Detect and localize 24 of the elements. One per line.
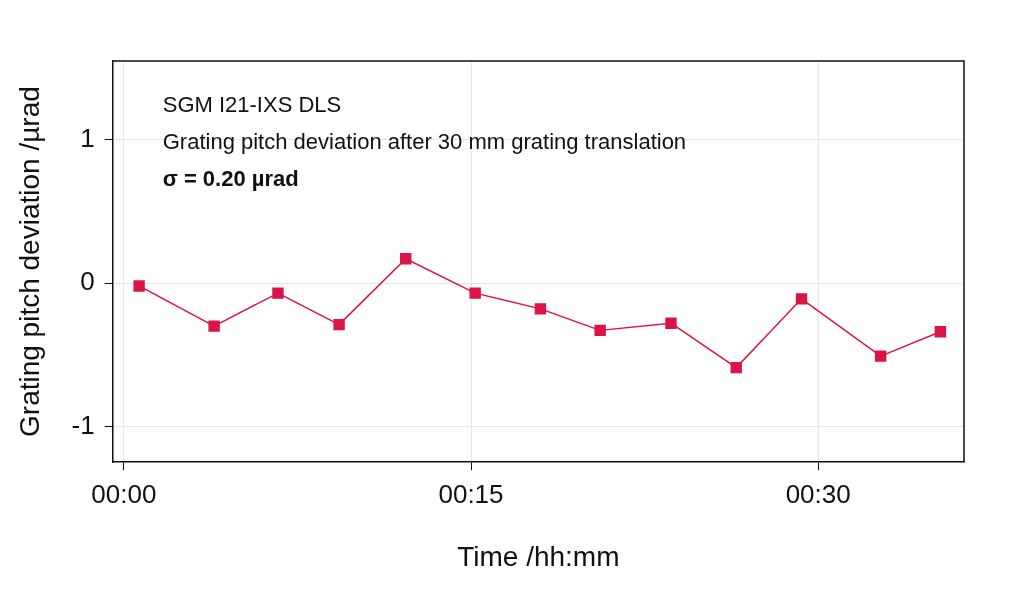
point <box>874 350 887 362</box>
point <box>730 361 742 374</box>
point <box>934 326 947 338</box>
y-tick-label: 0 <box>80 266 95 297</box>
point <box>534 303 547 315</box>
x-axis-title: Time /hh:mm <box>457 540 620 572</box>
point <box>469 287 481 299</box>
y-tick-label: -1 <box>71 409 95 440</box>
x-tick-label: 00:30 <box>785 478 851 509</box>
point <box>795 293 808 305</box>
point <box>594 324 606 337</box>
point <box>272 287 284 299</box>
point <box>208 320 220 332</box>
x-tick-label: 00:00 <box>91 478 157 509</box>
annotation: σ = 0.20 µrad <box>162 166 299 192</box>
y-tick-label: 1 <box>80 122 95 153</box>
point <box>400 253 412 265</box>
point <box>333 318 345 331</box>
y-axis-title: Grating pitch deviation /µrad <box>13 86 45 437</box>
x-tick-label: 00:15 <box>438 478 504 509</box>
point <box>665 317 677 329</box>
point <box>133 280 145 292</box>
annotation: SGM I21-IXS DLS <box>162 92 342 118</box>
annotation: Grating pitch deviation after 30 mm grating translation <box>162 129 687 155</box>
